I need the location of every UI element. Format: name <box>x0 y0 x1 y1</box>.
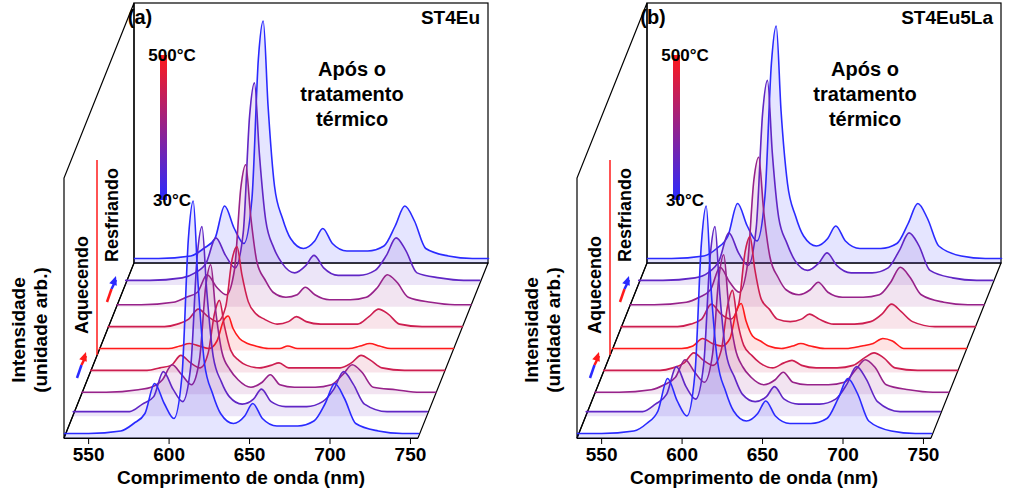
svg-text:térmico: térmico <box>316 108 388 130</box>
svg-text:30°C: 30°C <box>666 191 704 210</box>
svg-text:tratamento: tratamento <box>300 83 403 105</box>
svg-text:Comprimento de onda (nm): Comprimento de onda (nm) <box>630 467 878 488</box>
svg-text:Após o: Após o <box>318 58 386 80</box>
svg-text:Intensidade: Intensidade <box>521 277 542 383</box>
svg-text:Resfriando: Resfriando <box>615 168 635 262</box>
svg-text:650: 650 <box>234 444 266 465</box>
svg-text:ST4Eu: ST4Eu <box>421 7 480 28</box>
svg-text:Intensidade: Intensidade <box>8 277 29 383</box>
svg-text:700: 700 <box>827 444 859 465</box>
svg-text:600: 600 <box>153 444 185 465</box>
svg-text:Após o: Após o <box>831 58 899 80</box>
svg-text:Aquecendo: Aquecendo <box>72 236 92 334</box>
svg-text:Comprimento de onda (nm): Comprimento de onda (nm) <box>117 467 365 488</box>
svg-text:(unidade arb.): (unidade arb.) <box>543 267 564 393</box>
svg-text:550: 550 <box>586 444 618 465</box>
svg-text:700: 700 <box>314 444 346 465</box>
svg-text:500°C: 500°C <box>661 46 708 65</box>
svg-text:750: 750 <box>395 444 427 465</box>
svg-text:térmico: térmico <box>829 108 901 130</box>
svg-text:Aquecendo: Aquecendo <box>585 236 605 334</box>
svg-text:600: 600 <box>666 444 698 465</box>
svg-text:ST4Eu5La: ST4Eu5La <box>901 7 993 28</box>
svg-text:500°C: 500°C <box>148 46 195 65</box>
svg-text:550: 550 <box>73 444 105 465</box>
svg-text:30°C: 30°C <box>153 191 191 210</box>
svg-text:tratamento: tratamento <box>813 83 916 105</box>
svg-text:650: 650 <box>747 444 779 465</box>
svg-text:(a): (a) <box>128 6 152 28</box>
svg-text:(b): (b) <box>640 6 666 28</box>
svg-text:Resfriando: Resfriando <box>102 168 122 262</box>
svg-text:(unidade arb.): (unidade arb.) <box>30 267 51 393</box>
svg-text:750: 750 <box>908 444 940 465</box>
